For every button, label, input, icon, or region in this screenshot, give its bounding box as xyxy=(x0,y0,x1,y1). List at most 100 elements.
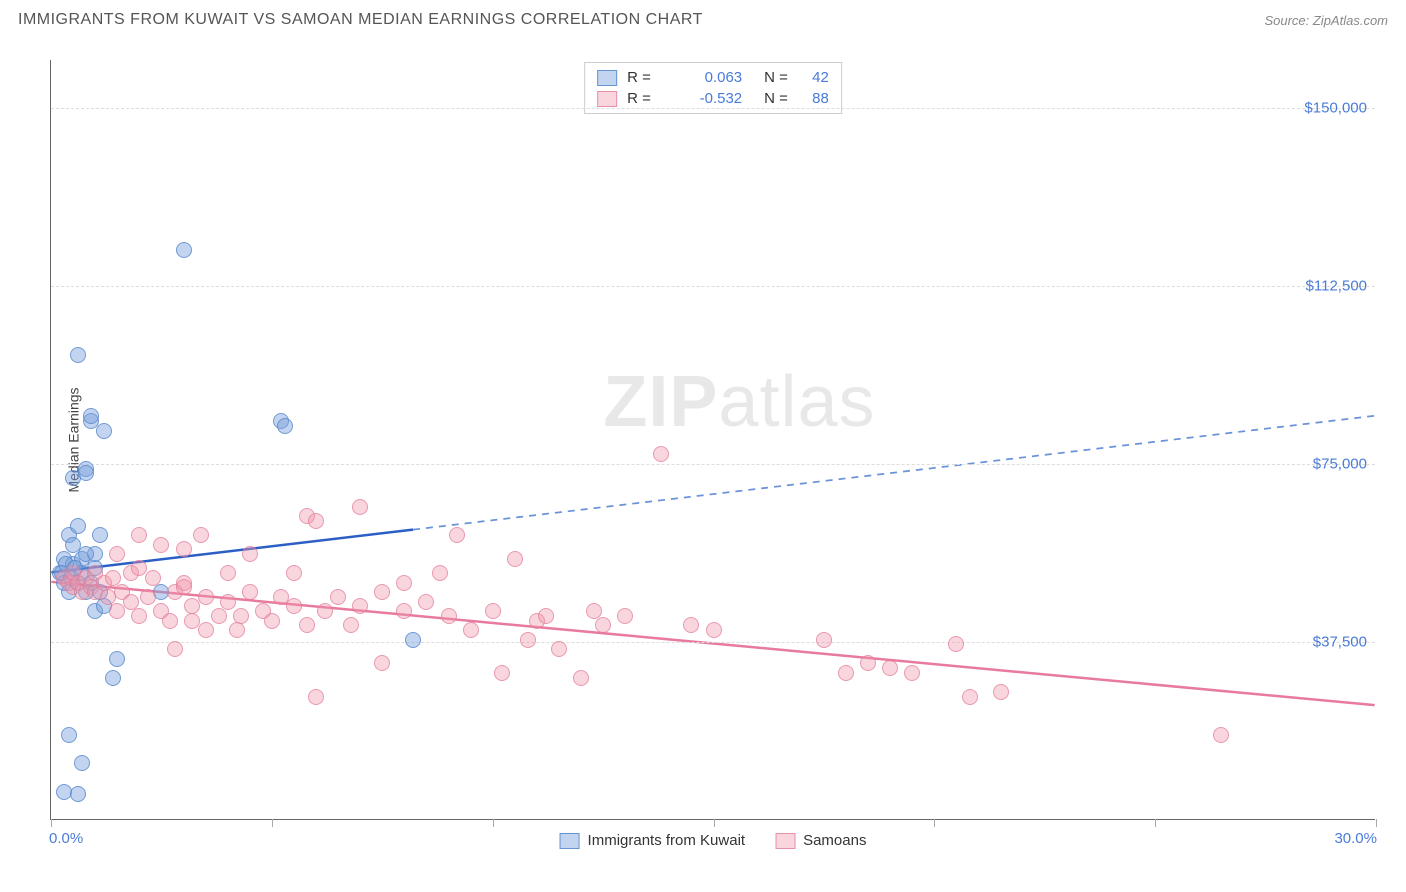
data-point xyxy=(70,347,86,363)
data-point xyxy=(140,589,156,605)
data-point xyxy=(948,636,964,652)
data-point xyxy=(176,541,192,557)
legend-item: Immigrants from Kuwait xyxy=(560,832,746,849)
x-tick xyxy=(934,819,935,827)
n-label: N = xyxy=(764,69,802,86)
y-tick-label: $37,500 xyxy=(1313,633,1367,650)
regression-line-dashed xyxy=(413,416,1375,530)
x-tick xyxy=(272,819,273,827)
y-tick-label: $150,000 xyxy=(1304,99,1367,116)
n-value: 88 xyxy=(812,90,829,107)
data-point xyxy=(816,632,832,648)
data-point xyxy=(220,594,236,610)
swatch-icon xyxy=(775,833,795,849)
data-point xyxy=(242,546,258,562)
data-point xyxy=(538,608,554,624)
data-point xyxy=(299,617,315,633)
n-value: 42 xyxy=(812,69,829,86)
x-tick xyxy=(714,819,715,827)
gridline xyxy=(51,642,1375,643)
data-point xyxy=(330,589,346,605)
data-point xyxy=(494,665,510,681)
legend-item: Samoans xyxy=(775,832,866,849)
data-point xyxy=(396,603,412,619)
data-point xyxy=(153,537,169,553)
data-point xyxy=(286,598,302,614)
data-point xyxy=(198,622,214,638)
correlation-legend: R = 0.063 N = 42 R = -0.532 N = 88 xyxy=(584,62,842,114)
data-point xyxy=(92,527,108,543)
data-point xyxy=(109,651,125,667)
data-point xyxy=(838,665,854,681)
gridline xyxy=(51,464,1375,465)
x-tick xyxy=(1376,819,1377,827)
y-tick-label: $75,000 xyxy=(1313,455,1367,472)
data-point xyxy=(109,546,125,562)
data-point xyxy=(653,446,669,462)
n-label: N = xyxy=(764,90,802,107)
data-point xyxy=(233,608,249,624)
data-point xyxy=(308,689,324,705)
x-tick xyxy=(493,819,494,827)
data-point xyxy=(74,755,90,771)
legend-row-samoan: R = -0.532 N = 88 xyxy=(597,88,829,109)
source-attribution: Source: ZipAtlas.com xyxy=(1264,13,1388,28)
data-point xyxy=(78,546,94,562)
data-point xyxy=(595,617,611,633)
data-point xyxy=(242,584,258,600)
chart-title: IMMIGRANTS FROM KUWAIT VS SAMOAN MEDIAN … xyxy=(18,11,703,29)
data-point xyxy=(405,632,421,648)
data-point xyxy=(551,641,567,657)
r-value: 0.063 xyxy=(677,69,742,86)
data-point xyxy=(61,727,77,743)
data-point xyxy=(993,684,1009,700)
r-label: R = xyxy=(627,69,667,86)
data-point xyxy=(131,608,147,624)
r-value: -0.532 xyxy=(677,90,742,107)
data-point xyxy=(520,632,536,648)
y-tick-label: $112,500 xyxy=(1306,277,1367,294)
data-point xyxy=(396,575,412,591)
gridline xyxy=(51,286,1375,287)
data-point xyxy=(374,584,390,600)
data-point xyxy=(193,527,209,543)
regression-lines xyxy=(51,60,1375,819)
swatch-icon xyxy=(597,70,617,86)
data-point xyxy=(162,613,178,629)
data-point xyxy=(352,499,368,515)
data-point xyxy=(463,622,479,638)
data-point xyxy=(131,560,147,576)
legend-label: Samoans xyxy=(803,832,866,849)
data-point xyxy=(962,689,978,705)
data-point xyxy=(167,641,183,657)
data-point xyxy=(105,670,121,686)
scatter-plot-area: Median Earnings ZIPatlas R = 0.063 N = 4… xyxy=(50,60,1375,820)
data-point xyxy=(441,608,457,624)
x-tick xyxy=(1155,819,1156,827)
data-point xyxy=(176,579,192,595)
data-point xyxy=(70,518,86,534)
data-point xyxy=(96,423,112,439)
data-point xyxy=(176,242,192,258)
data-point xyxy=(145,570,161,586)
legend-row-kuwait: R = 0.063 N = 42 xyxy=(597,67,829,88)
data-point xyxy=(860,655,876,671)
data-point xyxy=(220,565,236,581)
data-point xyxy=(683,617,699,633)
data-point xyxy=(485,603,501,619)
data-point xyxy=(229,622,245,638)
regression-line-solid xyxy=(51,582,1374,705)
data-point xyxy=(904,665,920,681)
data-point xyxy=(352,598,368,614)
data-point xyxy=(374,655,390,671)
data-point xyxy=(83,408,99,424)
data-point xyxy=(1213,727,1229,743)
r-label: R = xyxy=(627,90,667,107)
data-point xyxy=(70,786,86,802)
data-point xyxy=(706,622,722,638)
data-point xyxy=(264,613,280,629)
data-point xyxy=(211,608,227,624)
data-point xyxy=(432,565,448,581)
data-point xyxy=(308,513,324,529)
data-point xyxy=(617,608,633,624)
